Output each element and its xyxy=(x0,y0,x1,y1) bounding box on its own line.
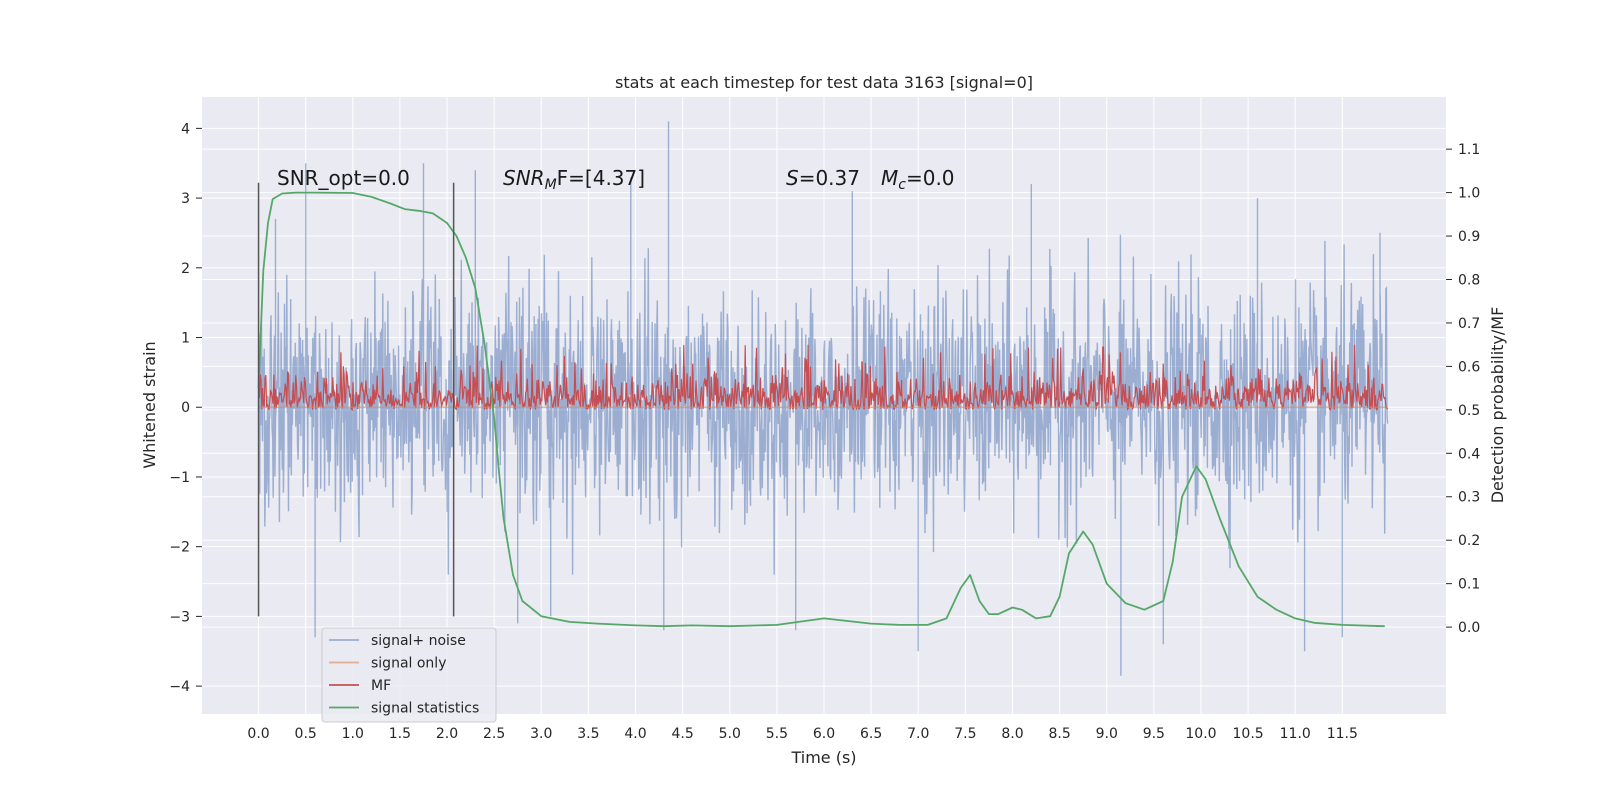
x-tick-label: 3.5 xyxy=(577,726,599,742)
y2-tick-label: 1.1 xyxy=(1458,142,1480,158)
x-tick-label: 9.0 xyxy=(1096,726,1118,742)
legend-label-mf: MF xyxy=(371,678,391,694)
chart-title: stats at each timestep for test data 316… xyxy=(615,73,1033,92)
x-tick-label: 8.5 xyxy=(1048,726,1070,742)
x-tick-label: 1.5 xyxy=(389,726,411,742)
y2-tick-label: 0.1 xyxy=(1458,577,1480,593)
statistics-trace xyxy=(257,191,1385,628)
y-tick-label: 4 xyxy=(181,121,190,137)
legend: signal+ noise signal only MF signal stat… xyxy=(321,627,497,723)
x-tick-label: 6.5 xyxy=(860,726,882,742)
legend-label-signal-only: signal only xyxy=(371,656,446,672)
y-tick-label: −2 xyxy=(169,540,190,556)
y-tick-label: 1 xyxy=(181,331,190,347)
y-tick-label: 0 xyxy=(181,400,190,416)
x-tick-label: 5.0 xyxy=(719,726,741,742)
x-tick-label: 4.5 xyxy=(672,726,694,742)
annotation-s-value: =0.37 xyxy=(799,166,860,190)
y2-tick-label: 0.6 xyxy=(1458,359,1480,375)
y-tick-label: −4 xyxy=(169,679,190,695)
noise-trace xyxy=(257,121,1389,676)
x-tick-label: 10.0 xyxy=(1185,726,1216,742)
y2-tick-label: 0.4 xyxy=(1458,446,1480,462)
annotation-snr-mf-tail: F=[4.37] xyxy=(557,166,645,190)
annotation-snr-opt: SNR_opt=0.0 xyxy=(277,166,410,190)
y2-tick-label: 1.0 xyxy=(1458,186,1480,202)
y-tick-label: 2 xyxy=(181,261,190,277)
x-axis-label: Time (s) xyxy=(790,748,856,767)
x-tick-label: 1.0 xyxy=(342,726,364,742)
annotation-mc-sub: c xyxy=(898,177,906,193)
annotation-snr-mf-sub: M xyxy=(545,177,557,193)
y2-tick-label: 0.3 xyxy=(1458,490,1480,506)
vertical-markers xyxy=(257,182,455,617)
y-axis-label: Whitened strain xyxy=(140,341,159,468)
y2-tick-label: 0.8 xyxy=(1458,272,1480,288)
x-tick-label: 0.5 xyxy=(295,726,317,742)
x-tick-label: 7.5 xyxy=(954,726,976,742)
x-tick-label: 4.0 xyxy=(624,726,646,742)
series-statistics xyxy=(257,191,1385,628)
y2-tick-label: 0.9 xyxy=(1458,229,1480,245)
annotation-snr-mf-main: SNR xyxy=(503,166,545,190)
annotation-s-main: S xyxy=(786,166,799,190)
x-tick-label: 6.0 xyxy=(813,726,835,742)
x-tick-label: 8.0 xyxy=(1001,726,1023,742)
annotation-s: S=0.37 xyxy=(786,166,860,190)
x-tick-label: 11.5 xyxy=(1327,726,1358,742)
annotation-mc-value: =0.0 xyxy=(906,166,955,190)
x-tick-label: 0.0 xyxy=(247,726,269,742)
legend-label-statistics: signal statistics xyxy=(371,701,479,717)
annotation-mc-main: M xyxy=(881,166,898,190)
y2-axis-label: Detection probability/MF xyxy=(1488,307,1507,504)
series-noise xyxy=(257,121,1389,676)
axis-ticks: 0.0 0.5 1.0 1.5 2.0 2.5 3.0 3.5 4.0 4.5 5.0 5.5 6.0 6… xyxy=(169,121,1480,742)
y2-tick-label: 0.7 xyxy=(1458,316,1480,332)
y2-tick-label: 0.0 xyxy=(1458,620,1480,636)
y-tick-label: −1 xyxy=(169,470,190,486)
x-tick-label: 2.5 xyxy=(483,726,505,742)
legend-label-noise: signal+ noise xyxy=(371,633,466,649)
x-tick-label: 10.5 xyxy=(1233,726,1264,742)
y-tick-label: −3 xyxy=(169,609,190,625)
legend-box xyxy=(321,627,497,723)
x-tick-label: 9.5 xyxy=(1143,726,1165,742)
x-tick-label: 3.0 xyxy=(530,726,552,742)
y2-tick-label: 0.2 xyxy=(1458,533,1480,549)
x-tick-label: 11.0 xyxy=(1280,726,1311,742)
annotation-snr-mf: SNRMF=[4.37] xyxy=(503,166,645,193)
y2-tick-label: 0.5 xyxy=(1458,403,1480,419)
x-tick-label: 7.0 xyxy=(907,726,929,742)
x-tick-label: 2.0 xyxy=(436,726,458,742)
annotation-mc: Mc=0.0 xyxy=(881,166,955,193)
y-tick-label: 3 xyxy=(181,191,190,207)
x-tick-label: 5.5 xyxy=(766,726,788,742)
